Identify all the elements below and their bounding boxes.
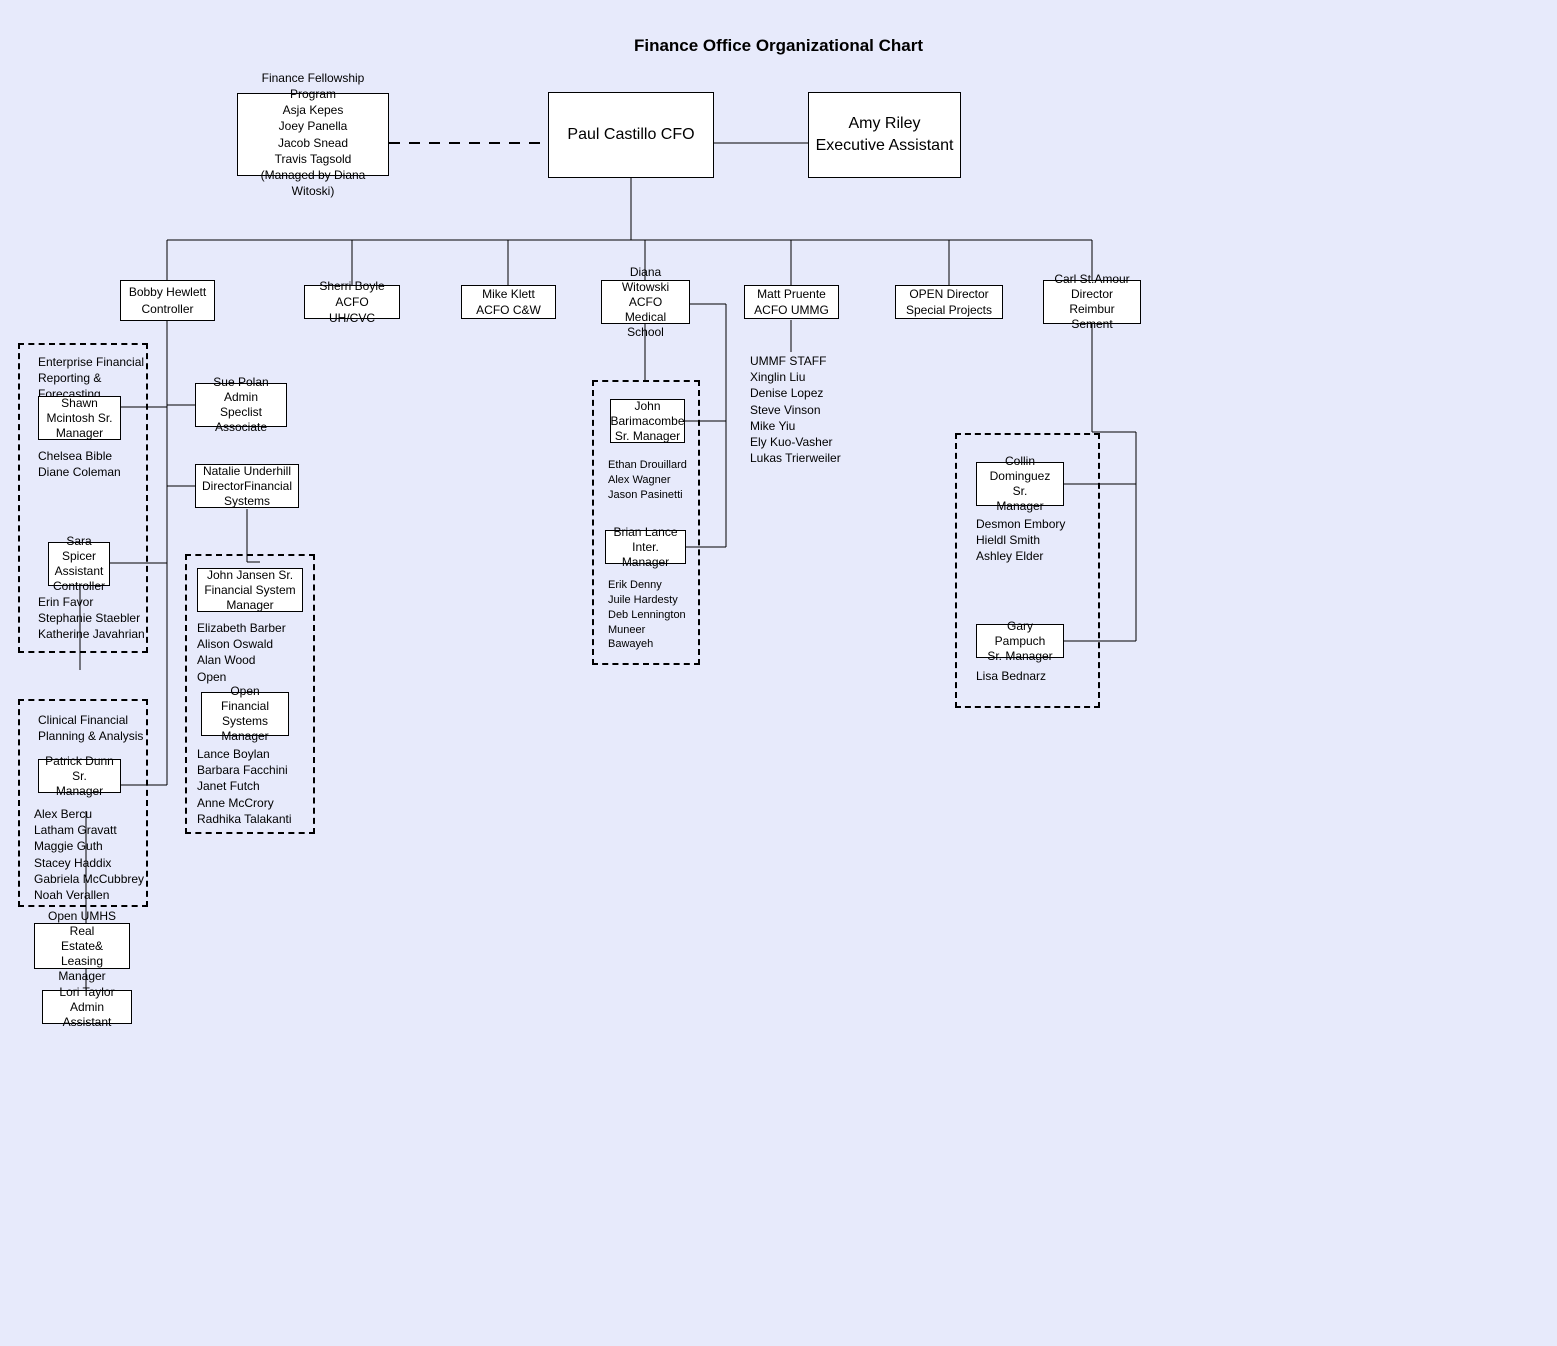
finsys-staff1: Elizabeth Barber Alison Oswald Alan Wood… bbox=[197, 620, 286, 685]
controller-box: Bobby HewlettController bbox=[120, 280, 215, 321]
finsys-mgr1-box: John Jansen Sr.Financial SystemManager bbox=[197, 568, 303, 612]
acfo-medical-box: Diana WitowskiACFO MedicalSchool bbox=[601, 280, 690, 324]
org-chart-canvas: Finance Office Organizational Chart Fina… bbox=[0, 0, 1557, 1346]
cfpa-staff: Alex Bercu Latham Gravatt Maggie Guth St… bbox=[34, 806, 144, 903]
med-staff2: Erik Denny Juile Hardesty Deb Lennington… bbox=[608, 578, 686, 652]
acfo-uh-box: Sherri BoyleACFO UH/CVC bbox=[304, 285, 400, 319]
cfo-box: Paul Castillo CFO bbox=[548, 92, 714, 178]
med-mgr2-box: Brian LanceInter. Manager bbox=[605, 530, 686, 564]
efr-staff2: Erin Favor Stephanie Staebler Katherine … bbox=[38, 594, 145, 643]
spicer-box: Sara SpicerAssistantController bbox=[48, 542, 110, 586]
underhill-box: Natalie UnderhillDirectorFinancialSystem… bbox=[195, 464, 299, 508]
finsys-staff2: Lance Boylan Barbara Facchini Janet Futc… bbox=[197, 746, 292, 827]
acfo-ummg-box: Matt PruenteACFO UMMG bbox=[744, 285, 839, 319]
reimbursement-director-box: Carl St.AmourDirectorReimbur Sement bbox=[1043, 280, 1141, 324]
reimb-staff1: Desmon Embory Hieldl Smith Ashley Elder bbox=[976, 516, 1065, 565]
acfo-cw-box: Mike KlettACFO C&W bbox=[461, 285, 556, 319]
executive-assistant-box: Amy Riley Executive Assistant bbox=[808, 92, 961, 178]
efr-mgr-box: Shawn Mcintosh Sr.Manager bbox=[38, 396, 121, 440]
lori-box: Lori TaylorAdmin Assistant bbox=[42, 990, 132, 1024]
cfpa-mgr-box: Patrick Dunn Sr.Manager bbox=[38, 759, 121, 793]
med-mgr1-box: JohnBarimacombeSr. Manager bbox=[610, 399, 685, 443]
fellowship-box: Finance Fellowship Program Asja Kepes Jo… bbox=[237, 93, 389, 176]
reimb-staff2: Lisa Bednarz bbox=[976, 668, 1046, 684]
chart-title: Finance Office Organizational Chart bbox=[0, 36, 1557, 56]
cfpa-header: Clinical Financial Planning & Analysis bbox=[38, 712, 143, 744]
finsys-mgr2-box: Open FinancialSystemsManager bbox=[201, 692, 289, 736]
real-estate-box: Open UMHS RealEstate& LeasingManager bbox=[34, 923, 130, 969]
ummf-staff: UMMF STAFF Xinglin Liu Denise Lopez Stev… bbox=[750, 353, 841, 466]
med-staff1: Ethan Drouillard Alex Wagner Jason Pasin… bbox=[608, 458, 687, 503]
open-director-box: OPEN DirectorSpecial Projects bbox=[895, 285, 1003, 319]
reimb-mgr1-box: CollinDominguez Sr.Manager bbox=[976, 462, 1064, 506]
efr-staff1: Chelsea Bible Diane Coleman bbox=[38, 448, 121, 480]
reimb-mgr2-box: Gary PampuchSr. Manager bbox=[976, 624, 1064, 658]
polan-box: Sue PolanAdmin SpeclistAssociate bbox=[195, 383, 287, 427]
